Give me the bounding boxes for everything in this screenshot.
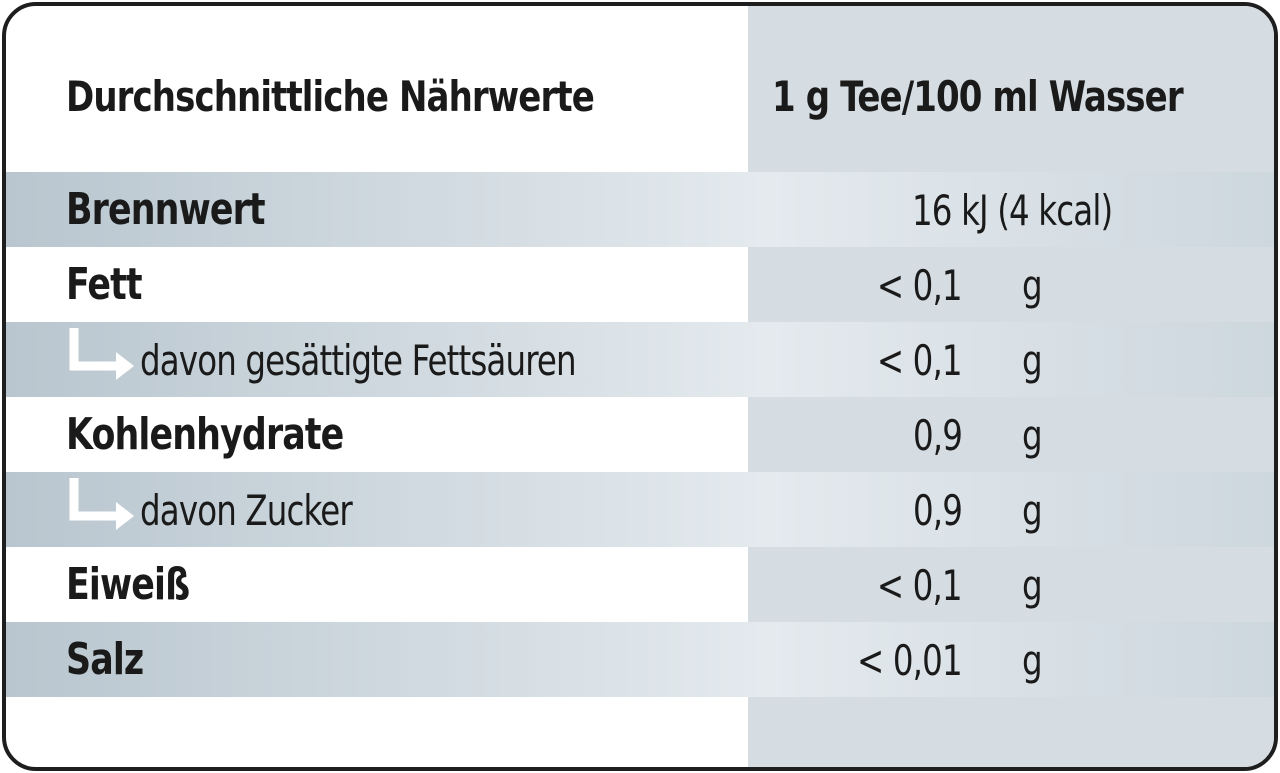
row-unit: g xyxy=(1022,261,1043,310)
row-unit: g xyxy=(1022,561,1043,610)
row-label: davon Zucker xyxy=(140,486,353,535)
energy-value: 16 kJ (4 kcal) xyxy=(912,186,1113,235)
row-carbohydrates: Kohlenhydrate 0,9 g xyxy=(6,397,1274,472)
row-unit: g xyxy=(1022,336,1043,385)
row-label: davon gesättigte Fettsäuren xyxy=(140,336,577,385)
row-amount: < 0,1 xyxy=(877,561,963,610)
row-protein: Eiweiß < 0,1 g xyxy=(6,547,1274,622)
row-amount: 0,9 xyxy=(912,486,963,535)
row-amount: < 0,01 xyxy=(857,636,963,685)
row-amount: 0,9 xyxy=(912,411,963,460)
row-unit: g xyxy=(1022,636,1043,685)
row-unit: g xyxy=(1022,411,1043,460)
sub-item-arrow-icon xyxy=(69,478,134,530)
row-fat: Fett < 0,1 g xyxy=(6,247,1274,322)
sub-item-arrow-icon xyxy=(69,328,134,380)
row-label: Eiweiß xyxy=(66,559,190,610)
row-label: Brennwert xyxy=(66,184,266,235)
header-label: Durchschnittliche Nährwerte xyxy=(66,72,595,121)
row-energy: Brennwert 16 kJ (4 kcal) xyxy=(6,172,1274,247)
row-salt: Salz < 0,01 g xyxy=(6,622,1274,697)
row-label: Fett xyxy=(66,259,143,310)
row-unit: g xyxy=(1022,486,1043,535)
table-header: Durchschnittliche Nährwerte 1 g Tee/100 … xyxy=(6,6,1274,172)
row-label: Kohlenhydrate xyxy=(66,409,344,460)
header-serving: 1 g Tee/100 ml Wasser xyxy=(772,72,1184,121)
row-amount: < 0,1 xyxy=(877,336,963,385)
row-amount: < 0,1 xyxy=(877,261,963,310)
row-label: Salz xyxy=(66,634,144,685)
row-saturated-fat: davon gesättigte Fettsäuren < 0,1 g xyxy=(6,322,1274,397)
row-sugar: davon Zucker 0,9 g xyxy=(6,472,1274,547)
